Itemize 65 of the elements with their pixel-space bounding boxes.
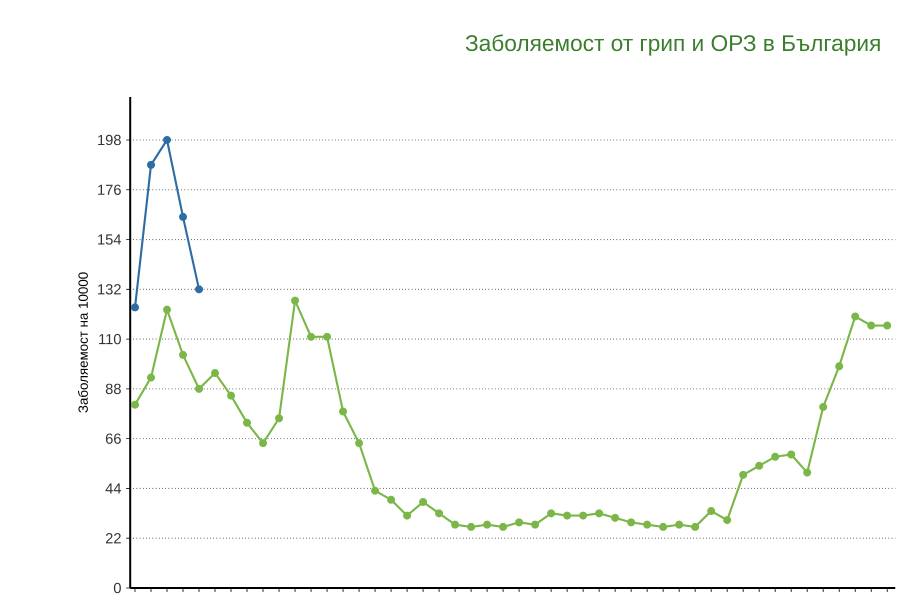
point <box>195 384 204 393</box>
point <box>131 303 140 312</box>
point <box>739 470 748 479</box>
point <box>675 520 684 529</box>
point <box>723 516 732 524</box>
point <box>163 136 172 144</box>
point <box>387 496 396 504</box>
point <box>275 414 284 422</box>
point <box>691 522 700 531</box>
point <box>515 518 524 526</box>
point <box>883 321 892 330</box>
point <box>163 306 172 314</box>
point <box>419 498 428 506</box>
point <box>467 522 476 531</box>
point <box>147 373 156 382</box>
point <box>451 520 460 529</box>
point <box>547 509 556 518</box>
y-tick-label: 88 <box>106 384 121 394</box>
y-tick-label: 0 <box>114 582 121 594</box>
point <box>403 512 412 520</box>
point <box>851 312 860 320</box>
point <box>483 520 492 529</box>
point <box>307 332 316 341</box>
point <box>227 392 236 400</box>
point <box>195 285 204 294</box>
point <box>259 439 268 448</box>
point <box>611 514 620 522</box>
point <box>531 520 540 529</box>
point <box>563 512 572 520</box>
point <box>627 518 636 526</box>
point <box>435 509 444 518</box>
point <box>819 402 828 411</box>
y-tick-label: 154 <box>98 234 122 245</box>
point <box>787 450 796 458</box>
point <box>579 512 588 520</box>
point <box>867 321 876 330</box>
chart-title: Заболяемост от грип и ОРЗ в България <box>466 34 880 56</box>
y-tick-label: 132 <box>98 284 121 294</box>
point <box>179 350 188 359</box>
point <box>211 368 220 377</box>
point <box>659 522 668 531</box>
point <box>755 462 764 470</box>
point <box>323 332 332 341</box>
point <box>803 468 812 477</box>
point <box>291 296 300 305</box>
point <box>499 522 508 531</box>
point <box>835 362 844 370</box>
point <box>371 486 380 495</box>
point <box>131 400 140 409</box>
y-tick-label: 176 <box>98 184 121 195</box>
point <box>707 506 716 515</box>
y-tick-label: 22 <box>106 533 121 544</box>
point <box>643 520 652 529</box>
y-tick-label: 66 <box>106 433 121 444</box>
point <box>179 212 188 221</box>
y-tick-label: 44 <box>106 483 122 494</box>
point <box>771 452 780 461</box>
point <box>595 509 604 518</box>
y-tick-label: 198 <box>98 134 121 146</box>
point <box>339 407 348 416</box>
point <box>355 439 364 448</box>
y-axis-title: Заболяемост на 10000 <box>78 272 88 413</box>
point <box>147 160 156 169</box>
y-tick-label: 110 <box>99 334 121 344</box>
point <box>243 418 252 427</box>
